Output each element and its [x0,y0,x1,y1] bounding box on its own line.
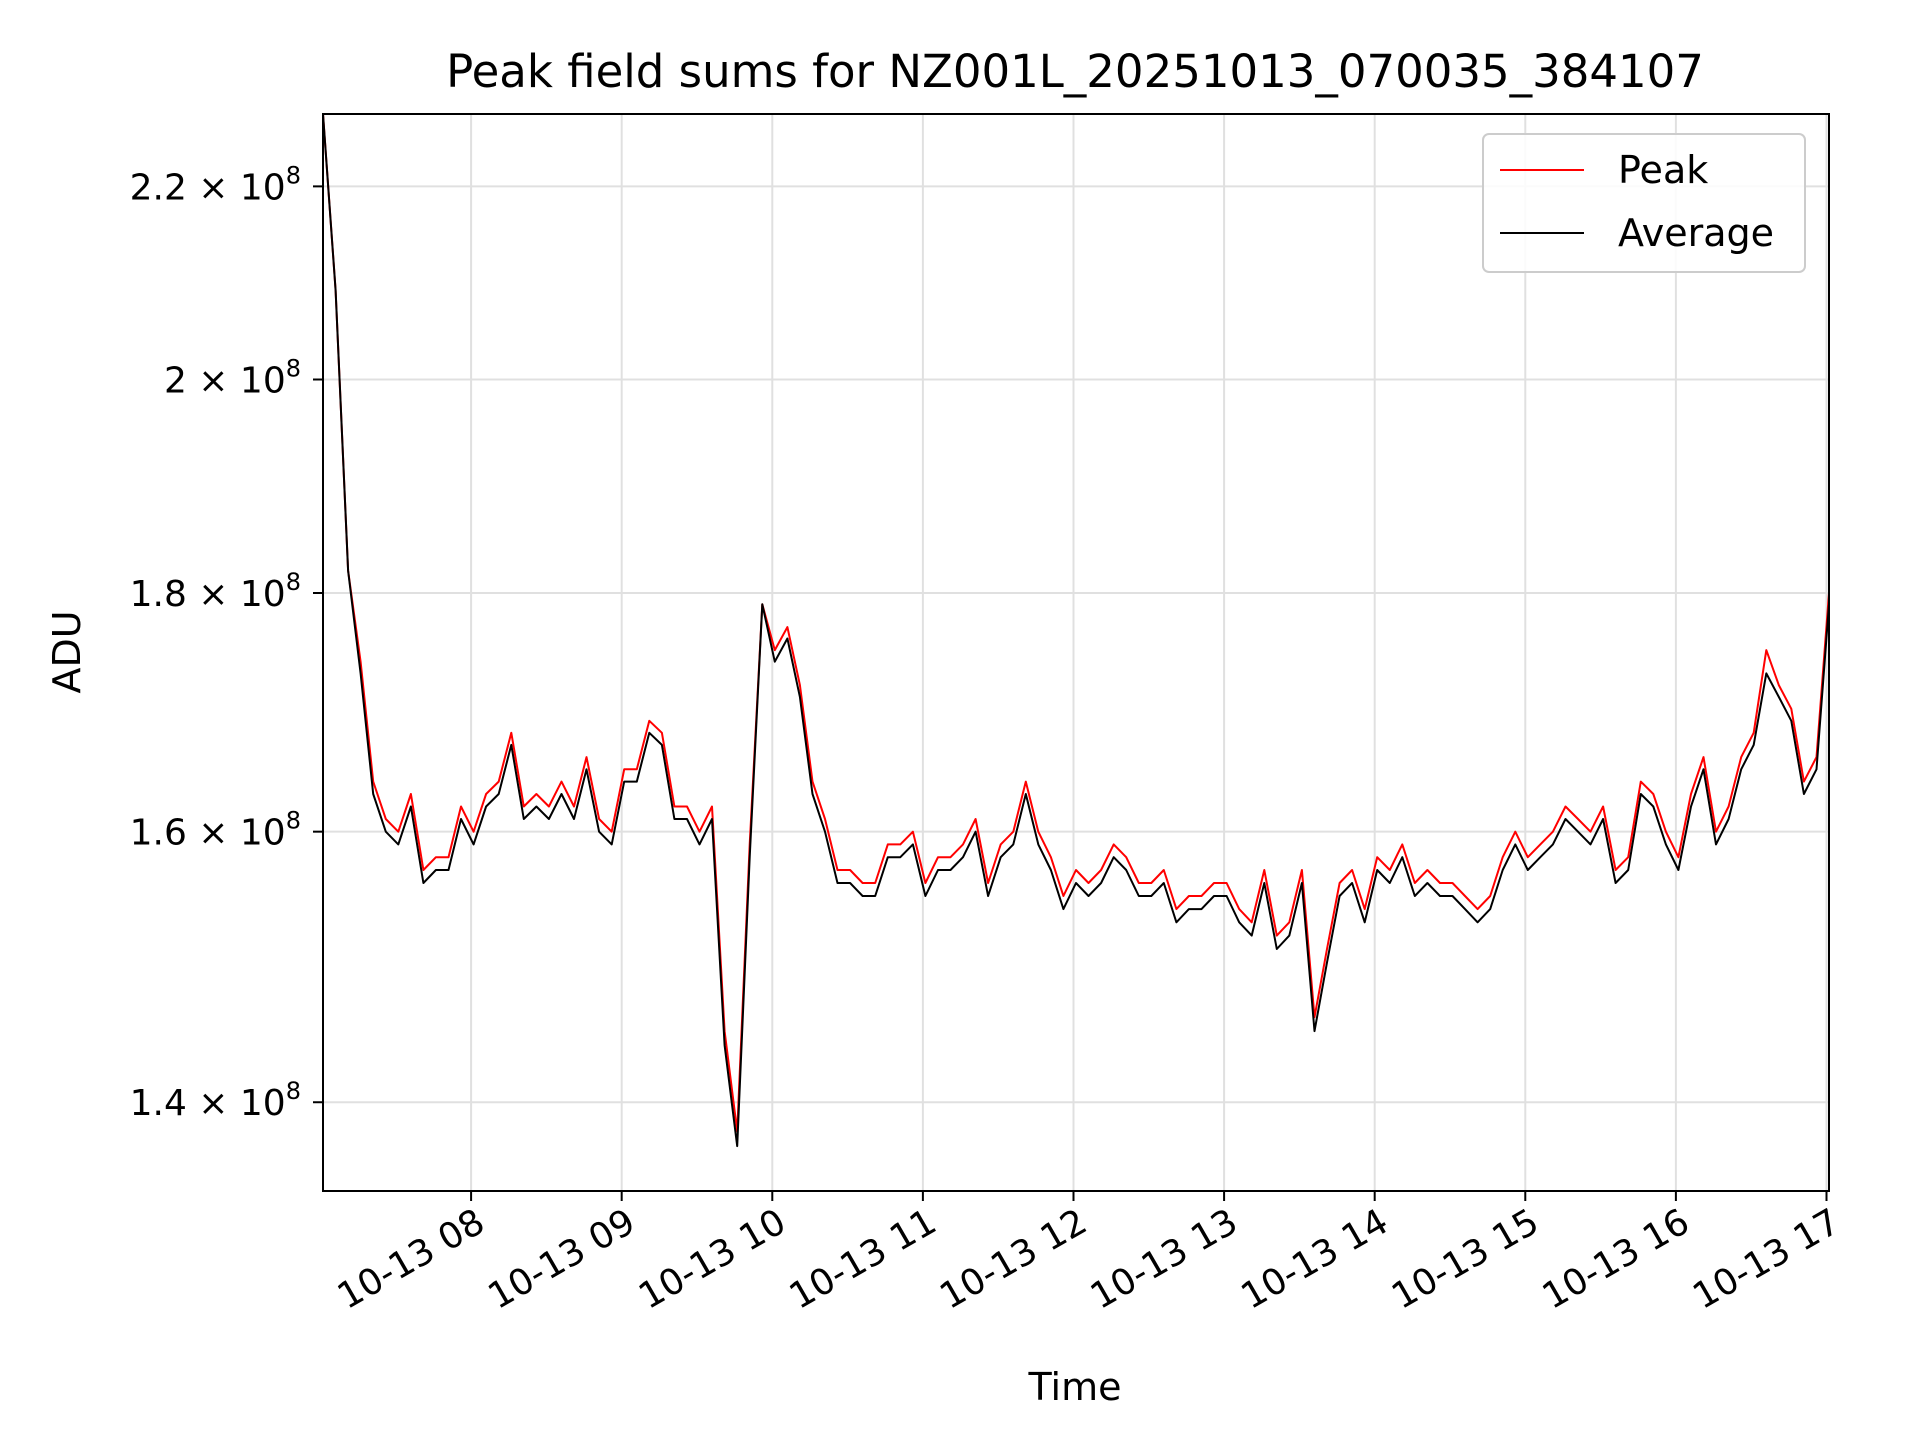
plot-series [322,113,1830,1148]
y-axis-label: ADU [45,610,89,693]
y-tick-label: 1.4 × 108 [130,1077,301,1124]
legend: Peak Average [1482,133,1806,273]
legend-box [1482,133,1806,273]
series-line-average [322,113,1830,1148]
series-line-peak [322,113,1830,1133]
y-tick-label: 1.8 × 108 [130,568,301,615]
y-tick-label: 1.6 × 108 [130,807,301,854]
legend-label-peak: Peak [1618,148,1708,192]
y-axis: 1.4 × 108 1.6 × 108 1.8 × 108 2 × 108 2.2 × … [130,161,323,1124]
chart-title: Peak field sums for NZ001L_20251013_0700… [446,45,1704,98]
y-tick-label: 2 × 108 [164,355,301,402]
grid [323,114,1829,1191]
x-axis-label: Time [1028,1365,1122,1409]
y-tick-label: 2.2 × 108 [130,161,301,208]
plot-frame [322,113,1830,1192]
legend-label-average: Average [1618,211,1774,255]
